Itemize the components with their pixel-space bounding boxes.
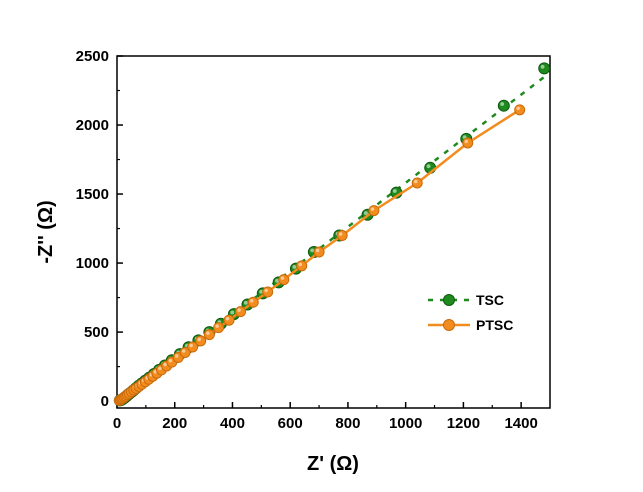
y-tick-label: 1500 — [76, 186, 109, 203]
data-point-highlight — [189, 343, 193, 348]
data-point-highlight — [464, 139, 468, 144]
x-tick-label: 1200 — [447, 415, 480, 432]
data-point-highlight — [206, 331, 210, 335]
data-point-highlight — [225, 316, 230, 321]
data-point-highlight — [243, 300, 248, 305]
data-point-highlight — [181, 349, 186, 353]
data-point — [462, 137, 474, 149]
data-point — [368, 205, 380, 217]
y-tick-label: 0 — [101, 393, 109, 410]
data-point-highlight — [392, 189, 397, 193]
data-point — [497, 99, 510, 112]
data-point-highlight — [259, 289, 264, 294]
plot-frame — [116, 55, 551, 409]
legend-label: PTSC — [476, 317, 513, 333]
data-point-highlight — [500, 102, 505, 106]
data-point — [336, 229, 348, 241]
data-point-highlight — [370, 207, 375, 211]
data-point-highlight — [426, 164, 431, 169]
series-layer — [113, 62, 551, 407]
data-point-highlight — [250, 299, 254, 303]
x-tick-label: 400 — [220, 415, 245, 432]
x-axis-ticks: 0 200 400 600 800 1000 1200 1400 — [113, 402, 538, 432]
data-point-highlight — [264, 288, 268, 293]
data-point-highlight — [197, 337, 201, 342]
data-point-highlight — [237, 308, 241, 312]
data-point-highlight — [540, 64, 545, 69]
x-tick-label: 0 — [113, 415, 121, 432]
data-point-highlight — [230, 310, 235, 315]
legend-marker — [443, 294, 455, 306]
data-point-highlight — [275, 278, 279, 283]
data-point-highlight — [292, 265, 297, 269]
legend-marker — [443, 319, 455, 331]
data-point-highlight — [363, 211, 368, 216]
legend-label: TSC — [476, 292, 504, 308]
y-axis-title: -Z'' (Ω) — [35, 200, 57, 263]
data-point-highlight — [516, 106, 520, 111]
data-point — [262, 286, 274, 298]
data-point — [278, 274, 290, 286]
data-point — [235, 306, 247, 318]
data-point — [195, 335, 207, 347]
legend-item-tsc: TSC — [428, 292, 504, 308]
y-tick-label: 500 — [84, 324, 109, 341]
data-point-highlight — [310, 248, 315, 253]
data-point — [203, 329, 215, 341]
data-point — [213, 322, 225, 334]
x-tick-label: 600 — [278, 415, 303, 432]
data-point — [313, 246, 325, 258]
data-point — [296, 260, 308, 272]
y-tick-label: 1000 — [76, 255, 109, 272]
data-point — [514, 104, 526, 116]
x-tick-label: 1400 — [504, 415, 537, 432]
data-point — [247, 296, 259, 308]
data-point — [538, 62, 551, 75]
data-point-highlight — [338, 232, 343, 236]
x-tick-label: 800 — [335, 415, 360, 432]
series-ptsc — [113, 104, 526, 407]
data-point-highlight — [174, 354, 179, 358]
data-point-highlight — [168, 358, 173, 363]
data-point — [223, 314, 235, 326]
data-point — [411, 177, 423, 189]
x-axis-title: Z' (Ω) — [307, 453, 359, 475]
data-point-highlight — [413, 179, 418, 184]
x-tick-label: 200 — [162, 415, 187, 432]
y-tick-label: 2000 — [76, 117, 109, 134]
data-point-highlight — [315, 248, 320, 253]
data-point-highlight — [163, 362, 167, 367]
x-tick-label: 1000 — [389, 415, 422, 432]
data-point-highlight — [280, 276, 285, 280]
data-point-highlight — [158, 366, 162, 371]
data-point-highlight — [298, 262, 302, 267]
legend-item-ptsc: PTSC — [428, 317, 513, 333]
y-tick-label: 2500 — [76, 48, 109, 65]
data-point-highlight — [215, 324, 219, 328]
plot-area — [116, 55, 551, 409]
legend: TSC PTSC — [428, 292, 513, 333]
y-axis-ticks: 0 500 1000 1500 2000 2500 — [76, 48, 123, 410]
